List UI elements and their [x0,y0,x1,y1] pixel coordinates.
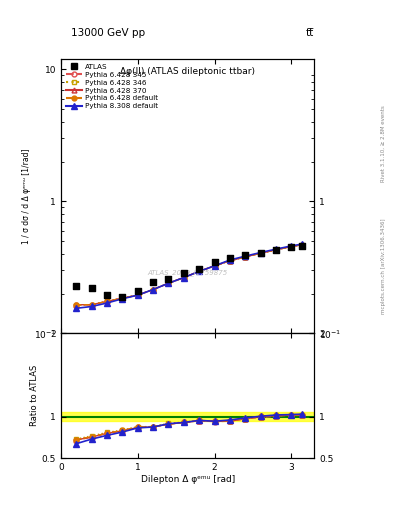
Point [242,251,248,260]
Point [73,282,79,290]
Point [150,278,156,286]
Text: mcplots.cern.ch [arXiv:1306.3436]: mcplots.cern.ch [arXiv:1306.3436] [381,219,386,314]
Point [196,265,202,273]
Point [299,242,305,250]
Point [88,284,95,292]
Point [165,274,172,283]
Point [134,287,141,295]
Text: ATLAS_2019_I1759875: ATLAS_2019_I1759875 [147,270,228,276]
Bar [61,413,314,421]
Point [288,243,294,251]
X-axis label: Dilepton Δ φᵉᵐᵘ [rad]: Dilepton Δ φᵉᵐᵘ [rad] [141,475,235,484]
Point [104,291,110,299]
Text: tt̅: tt̅ [306,28,314,38]
Point [119,292,125,301]
Point [227,253,233,262]
Point [273,246,279,254]
Point [181,269,187,278]
Legend: ATLAS, Pythia 6.428 345, Pythia 6.428 346, Pythia 6.428 370, Pythia 6.428 defaul: ATLAS, Pythia 6.428 345, Pythia 6.428 34… [64,62,159,111]
Y-axis label: Ratio to ATLAS: Ratio to ATLAS [30,365,39,426]
Text: Rivet 3.1.10, ≥ 2.8M events: Rivet 3.1.10, ≥ 2.8M events [381,105,386,182]
Point [211,259,218,267]
Text: 13000 GeV pp: 13000 GeV pp [71,28,145,38]
Y-axis label: 1 / σ dσ / d Δ φᵉᵐᵘ [1/rad]: 1 / σ dσ / d Δ φᵉᵐᵘ [1/rad] [22,148,31,244]
Text: Δφ(ll) (ATLAS dileptonic ttbar): Δφ(ll) (ATLAS dileptonic ttbar) [120,67,255,76]
Point [257,248,264,257]
